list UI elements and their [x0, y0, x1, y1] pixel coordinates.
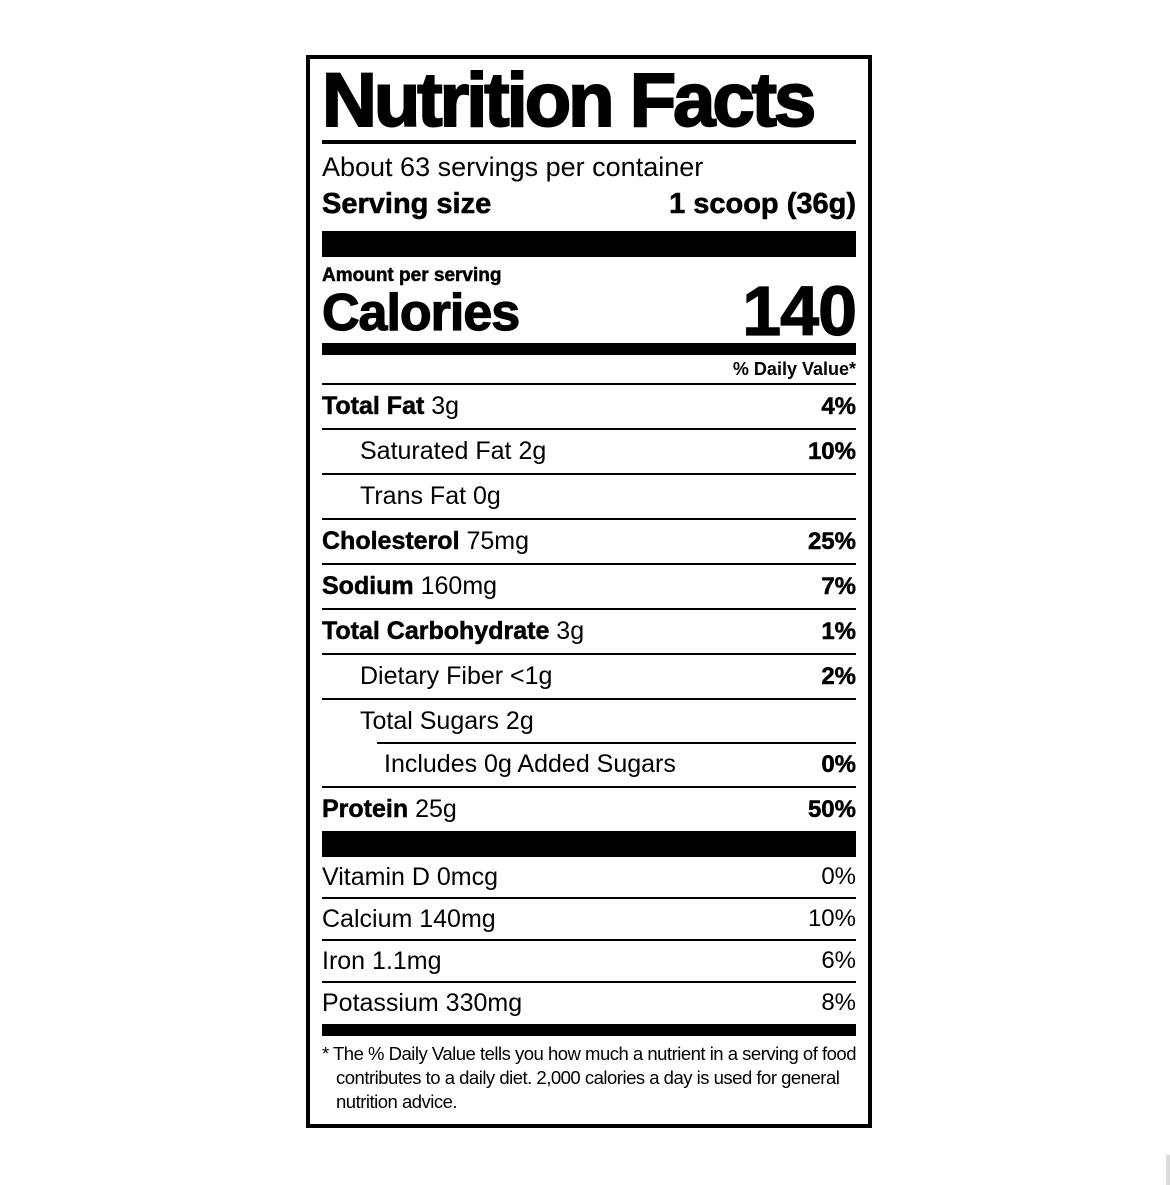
calories-row: Calories 140 — [321, 275, 857, 346]
servings-per-container: About 63 servings per container — [322, 152, 704, 182]
nutrient-row-sodium: Sodium 160mg 7% — [322, 563, 856, 608]
daily-value-header: % Daily Value* — [322, 355, 856, 385]
nutrient-row-saturated-fat: Saturated Fat 2g 10% — [322, 428, 856, 473]
nutrient-row-potassium: Potassium 330mg 8% — [322, 981, 856, 1023]
label-title: Nutrition Facts — [321, 58, 817, 143]
nutrient-row-vitamin-d: Vitamin D 0mcg 0% — [322, 862, 856, 891]
amount-per-serving-label: Amount per serving — [322, 265, 502, 287]
section-bar-bottom — [322, 1024, 856, 1036]
nutrient-row-added-sugars: Includes 0g Added Sugars 0% — [322, 742, 856, 786]
section-bar-top — [322, 231, 856, 257]
nutrient-row-calcium: Calcium 140mg 10% — [322, 897, 856, 939]
nutrient-row-total-carbohydrate: Total Carbohydrate 3g 1% — [322, 608, 856, 653]
serving-size-label: Serving size — [322, 188, 492, 221]
nutrition-facts-label: Nutrition Facts About 63 servings per co… — [306, 55, 872, 1128]
calories-label: Calories — [321, 284, 520, 342]
nutrient-row-trans-fat: Trans Fat 0g — [322, 473, 856, 518]
daily-value-footnote: * The % Daily Value tells you how much a… — [322, 1043, 857, 1112]
nutrient-row-total-fat: Total Fat 3g 4% — [322, 392, 856, 421]
nutrient-rows: Total Fat 3g 4% Saturated Fat 2g 10% Tra… — [322, 385, 857, 831]
calories-divider-bar — [322, 343, 856, 355]
nutrient-row-iron: Iron 1.1mg 6% — [322, 939, 856, 981]
serving-size-row: Serving size 1 scoop (36g) — [322, 185, 857, 223]
nutrient-row-cholesterol: Cholesterol 75mg 25% — [322, 518, 856, 563]
nutrient-row-protein: Protein 25g 50% — [322, 786, 856, 831]
title-divider — [322, 140, 856, 144]
section-bar-middle — [322, 831, 856, 857]
micronutrient-rows: Vitamin D 0mcg 0% Calcium 140mg 10% Iron… — [322, 857, 856, 1023]
nutrient-row-total-sugars: Total Sugars 2g — [322, 698, 856, 743]
calories-value: 140 — [742, 272, 858, 350]
serving-size-value: 1 scoop (36g) — [669, 188, 857, 221]
screen-edge-artifact — [1166, 1155, 1170, 1185]
nutrient-row-dietary-fiber: Dietary Fiber <1g 2% — [322, 653, 856, 698]
